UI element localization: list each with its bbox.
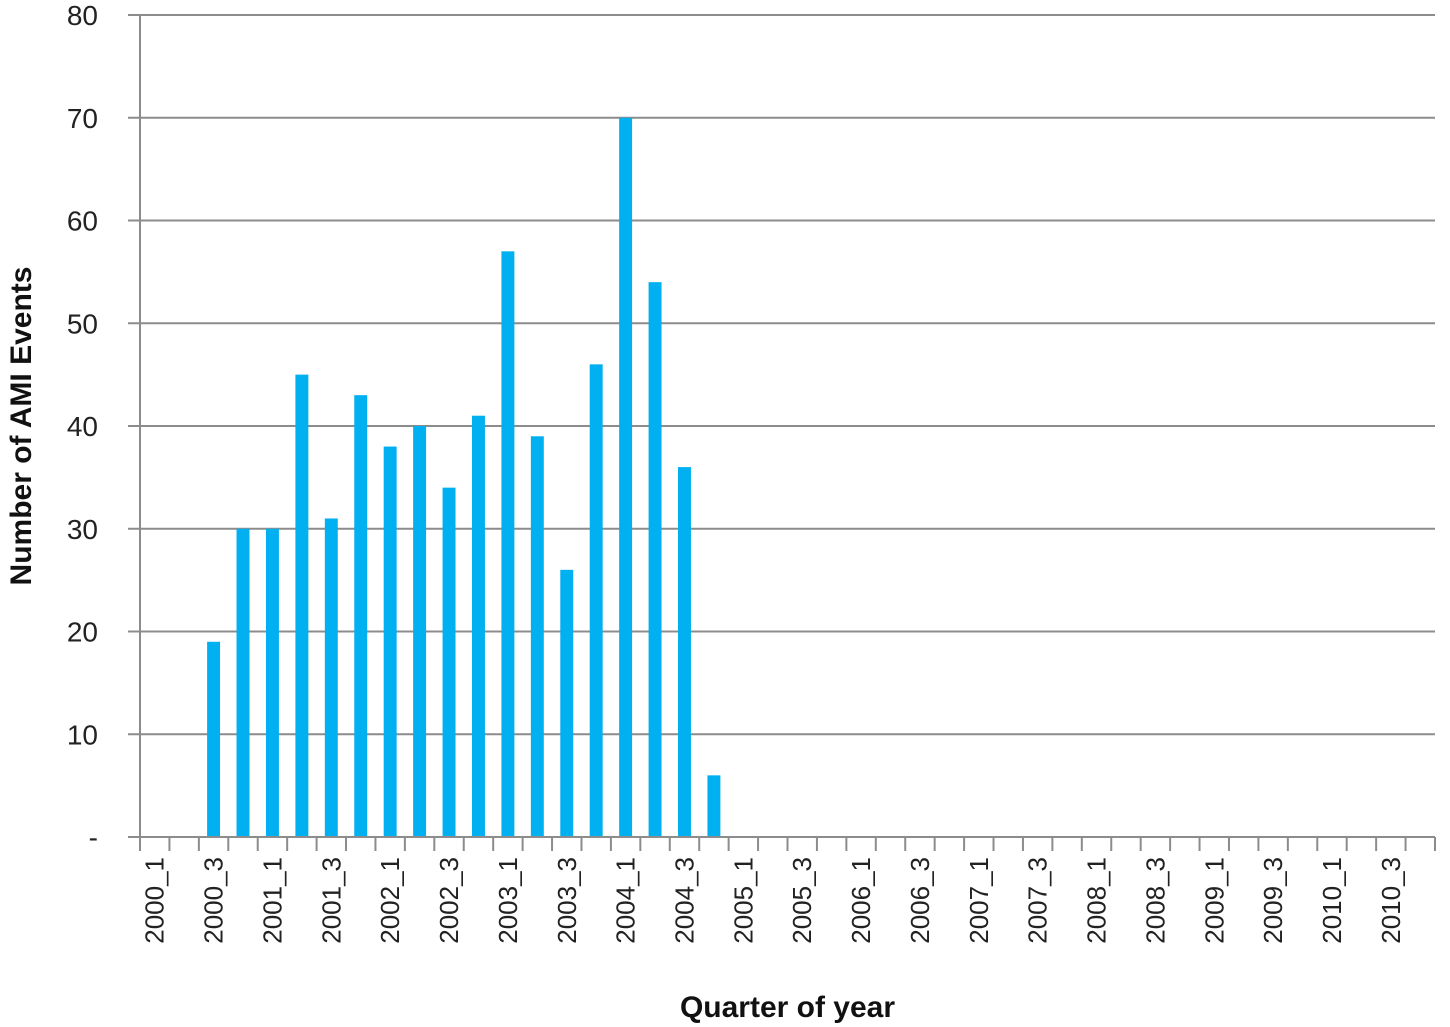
bar-2002_1 xyxy=(383,446,397,837)
bar-2002_2 xyxy=(413,426,427,837)
y-tick-label: 60 xyxy=(67,206,98,237)
y-tick-label: - xyxy=(89,822,98,853)
x-tick-label: 2006_3 xyxy=(905,857,935,944)
x-tick-label: 2010_1 xyxy=(1317,857,1347,944)
bar-2003_4 xyxy=(589,364,603,837)
x-tick-label: 2003_1 xyxy=(493,857,523,944)
x-tick-label: 2008_1 xyxy=(1082,857,1112,944)
x-tick-label: 2002_1 xyxy=(375,857,405,944)
x-tick-label: 2009_3 xyxy=(1258,857,1288,944)
bar-2001_3 xyxy=(324,518,338,837)
bar-2004_4 xyxy=(707,775,721,837)
y-tick-label: 10 xyxy=(67,719,98,750)
y-tick-labels: - 10 20 30 40 50 60 70 80 xyxy=(67,0,98,853)
bar-2002_4 xyxy=(471,415,485,837)
x-tick-label: 2007_1 xyxy=(964,857,994,944)
x-tick-label: 2001_1 xyxy=(257,857,287,944)
x-tick-label: 2005_3 xyxy=(787,857,817,944)
bar-2004_2 xyxy=(648,282,662,837)
x-tick-label: 2007_3 xyxy=(1023,857,1053,944)
y-tick-label: 40 xyxy=(67,411,98,442)
x-tick-label: 2005_1 xyxy=(728,857,758,944)
y-tick-label: 30 xyxy=(67,514,98,545)
bar-2001_1 xyxy=(265,528,279,837)
x-tick-label: 2006_1 xyxy=(846,857,876,944)
bar-2003_2 xyxy=(530,436,544,837)
x-tick-label: 2004_3 xyxy=(669,857,699,944)
x-tick-label: 2010_3 xyxy=(1376,857,1406,944)
bar-2002_3 xyxy=(442,487,456,837)
x-tick-label: 2000_1 xyxy=(140,857,170,944)
bar-2000_3 xyxy=(207,641,221,837)
y-tick-label: 50 xyxy=(67,308,98,339)
y-tick-label: 20 xyxy=(67,617,98,648)
x-tick-label: 2003_3 xyxy=(552,857,582,944)
x-axis-title: Quarter of year xyxy=(680,991,895,1024)
x-tick-label: 2008_3 xyxy=(1140,857,1170,944)
axes-group xyxy=(128,14,1436,851)
x-tick-label: 2004_1 xyxy=(611,857,641,944)
y-tick-label: 80 xyxy=(67,0,98,31)
bar-2000_4 xyxy=(236,528,250,837)
bar-2003_3 xyxy=(560,569,574,837)
x-tick-label: 2000_3 xyxy=(199,857,229,944)
x-tick-label: 2001_3 xyxy=(316,857,346,944)
bar-2004_1 xyxy=(619,117,633,837)
x-tick-label: 2002_3 xyxy=(434,857,464,944)
bar-2003_1 xyxy=(501,251,515,837)
bar-2001_2 xyxy=(295,374,309,837)
y-axis-title: Number of AMI Events xyxy=(5,267,38,586)
bars-group xyxy=(207,117,721,837)
bar-2004_3 xyxy=(678,467,691,837)
y-tick-label: 70 xyxy=(67,103,98,134)
bar-2001_4 xyxy=(354,395,368,837)
x-tick-label: 2009_1 xyxy=(1199,857,1229,944)
x-tick-labels: 2000_1 2000_3 2001_1 2001_3 2002_1 2002_3 2003… xyxy=(140,857,1406,944)
